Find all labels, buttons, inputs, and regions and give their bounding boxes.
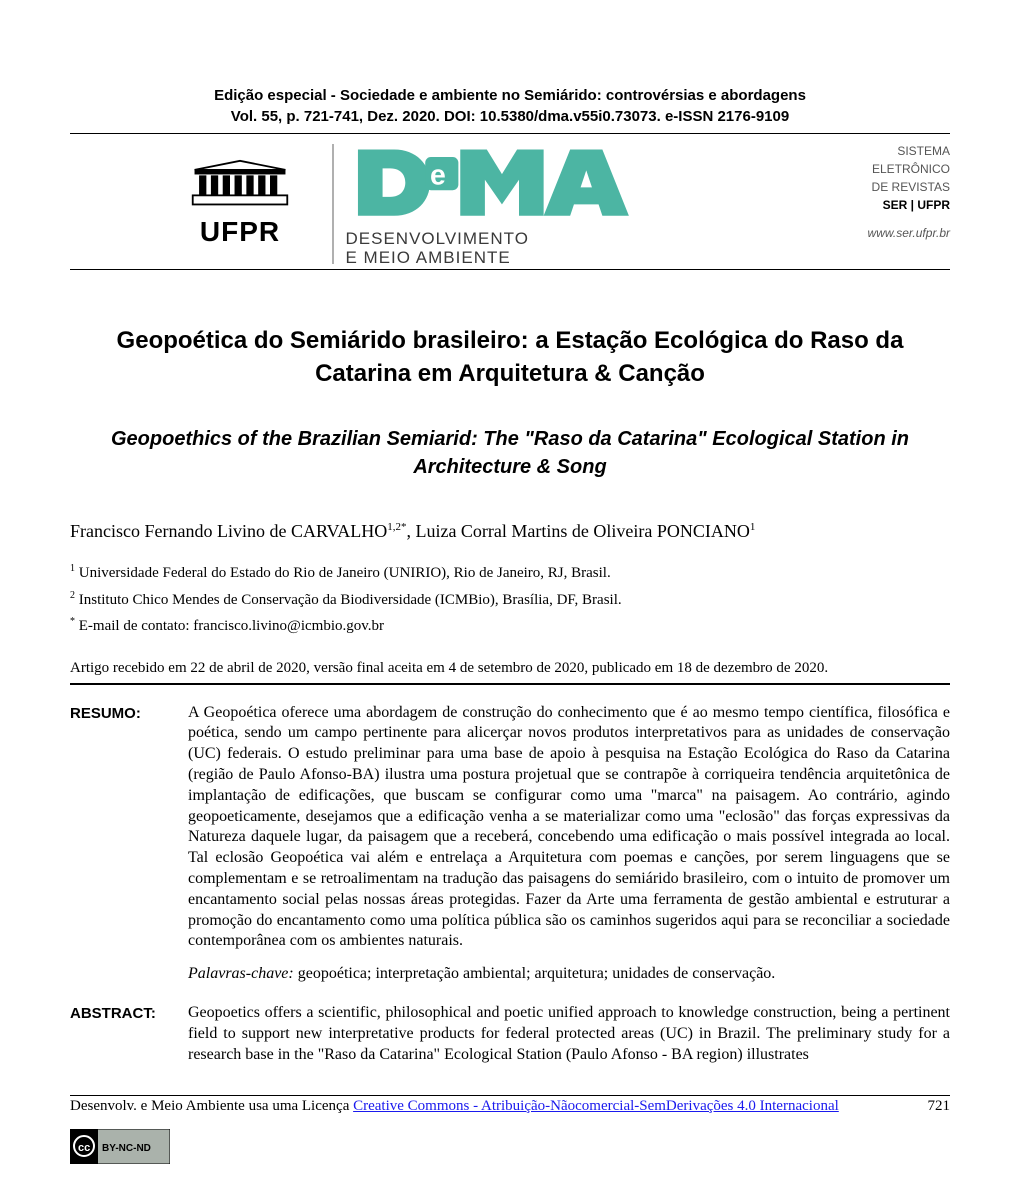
edition-header: Edição especial - Sociedade e ambiente n…: [70, 85, 950, 127]
svg-text:cc: cc: [78, 1142, 90, 1154]
article-title-en: Geopoethics of the Brazilian Semiarid: T…: [70, 425, 950, 481]
header-rule-bottom: [70, 269, 950, 270]
edition-line-1: Edição especial - Sociedade e ambiente n…: [70, 85, 950, 106]
dema-sub-line1: DESENVOLVIMENTO: [346, 230, 951, 249]
sistema-l3: DE REVISTAS: [868, 178, 950, 196]
cc-by-nc-nd-icon: cc BY-NC-ND: [70, 1129, 170, 1164]
sistema-block: SISTEMA ELETRÔNICO DE REVISTAS SER | UFP…: [868, 142, 950, 242]
footer-row: Desenvolv. e Meio Ambiente usa uma Licen…: [70, 1098, 950, 1115]
sistema-l2: ELETRÔNICO: [868, 160, 950, 178]
footer-rule: [70, 1095, 950, 1096]
contact-email: * E-mail de contato: francisco.livino@ic…: [70, 613, 950, 640]
ufpr-building-icon: [185, 159, 295, 209]
edition-line-2: Vol. 55, p. 721-741, Dez. 2020. DOI: 10.…: [70, 106, 950, 127]
dema-logo-icon: e e: [346, 140, 656, 230]
abstract-body: Geopoetics offers a scientific, philosop…: [188, 1003, 950, 1065]
authors-line: Francisco Fernando Livino de CARVALHO1,2…: [70, 521, 950, 542]
cc-license-link[interactable]: Creative Commons - Atribuição-Nãocomerci…: [353, 1098, 839, 1114]
sistema-l4: SER | UFPR: [868, 196, 950, 214]
svg-text:e: e: [429, 160, 445, 192]
keywords-pt: geopoética; interpretação ambiental; arq…: [298, 965, 776, 982]
ufpr-label: UFPR: [160, 216, 320, 248]
dema-sub-line2: E MEIO AMBIENTE: [346, 249, 951, 268]
affiliation-2: 2 Instituto Chico Mendes de Conservação …: [70, 587, 950, 614]
footer-prefix: Desenvolv. e Meio Ambiente usa uma Licen…: [70, 1098, 353, 1114]
svg-text:BY-NC-ND: BY-NC-ND: [102, 1143, 151, 1154]
footer-license: Desenvolv. e Meio Ambiente usa uma Licen…: [70, 1098, 839, 1115]
resumo-row: RESUMO: A Geopoética oferece uma abordag…: [70, 703, 950, 985]
dema-logo-block: e e DESENVOLVIMENTO E MEIO AMBIENTE: [346, 140, 951, 267]
cc-badge: cc BY-NC-ND: [70, 1129, 170, 1169]
resumo-text: A Geopoética oferece uma abordagem de co…: [188, 704, 950, 950]
affiliations-block: 1 Universidade Federal do Estado do Rio …: [70, 560, 950, 640]
keywords-label-pt: Palavras-chave:: [188, 965, 294, 982]
dema-subtitle: DESENVOLVIMENTO E MEIO AMBIENTE: [346, 230, 951, 267]
logo-row: UFPR e e DESENVOLVIMENTO E MEIO AMBIENTE…: [70, 134, 950, 267]
resumo-body: A Geopoética oferece uma abordagem de co…: [188, 703, 950, 985]
abstract-label: ABSTRACT:: [70, 1003, 188, 1065]
sistema-url: www.ser.ufpr.br: [868, 224, 950, 242]
abstract-row: ABSTRACT: Geopoetics offers a scientific…: [70, 1003, 950, 1065]
sistema-l1: SISTEMA: [868, 142, 950, 160]
vertical-divider: [332, 144, 334, 264]
page-number: 721: [928, 1098, 951, 1115]
resumo-keywords: Palavras-chave: geopoética; interpretaçã…: [188, 964, 950, 985]
affiliation-1: 1 Universidade Federal do Estado do Rio …: [70, 560, 950, 587]
article-title-pt: Geopoética do Semiárido brasileiro: a Es…: [70, 325, 950, 390]
dates-rule: [70, 683, 950, 685]
ufpr-logo-block: UFPR: [160, 159, 320, 248]
abstract-text: Geopoetics offers a scientific, philosop…: [188, 1004, 950, 1063]
resumo-label: RESUMO:: [70, 703, 188, 985]
article-dates: Artigo recebido em 22 de abril de 2020, …: [70, 660, 950, 677]
